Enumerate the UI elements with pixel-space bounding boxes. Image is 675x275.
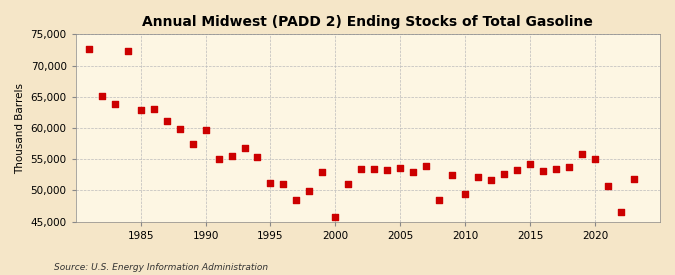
Text: Source: U.S. Energy Information Administration: Source: U.S. Energy Information Administ… xyxy=(54,263,268,272)
Point xyxy=(226,154,237,158)
Point xyxy=(524,161,535,166)
Point xyxy=(434,198,445,202)
Point xyxy=(317,170,328,174)
Point xyxy=(576,152,587,156)
Point xyxy=(628,177,639,181)
Point xyxy=(421,164,432,168)
Point xyxy=(161,118,172,123)
Point xyxy=(83,47,94,51)
Point xyxy=(551,167,562,171)
Point xyxy=(135,108,146,112)
Point xyxy=(382,168,393,172)
Point xyxy=(564,165,574,170)
Point xyxy=(512,168,522,172)
Point xyxy=(603,184,614,188)
Point xyxy=(278,182,289,186)
Point xyxy=(148,106,159,111)
Point xyxy=(252,155,263,160)
Point xyxy=(538,168,549,173)
Point xyxy=(356,166,367,171)
Point xyxy=(616,210,626,214)
Point xyxy=(447,173,458,178)
Point xyxy=(304,189,315,193)
Point xyxy=(486,178,497,183)
Title: Annual Midwest (PADD 2) Ending Stocks of Total Gasoline: Annual Midwest (PADD 2) Ending Stocks of… xyxy=(142,15,593,29)
Point xyxy=(213,156,224,161)
Point xyxy=(265,181,276,185)
Point xyxy=(97,93,107,98)
Point xyxy=(330,215,341,219)
Point xyxy=(291,198,302,202)
Point xyxy=(395,166,406,170)
Point xyxy=(174,127,185,131)
Point xyxy=(343,182,354,186)
Point xyxy=(472,175,483,180)
Y-axis label: Thousand Barrels: Thousand Barrels xyxy=(15,82,25,174)
Point xyxy=(408,170,418,175)
Point xyxy=(369,166,380,171)
Point xyxy=(200,128,211,132)
Point xyxy=(239,146,250,150)
Point xyxy=(590,156,601,161)
Point xyxy=(499,172,510,177)
Point xyxy=(109,102,120,106)
Point xyxy=(187,142,198,147)
Point xyxy=(122,48,133,53)
Point xyxy=(460,191,470,196)
